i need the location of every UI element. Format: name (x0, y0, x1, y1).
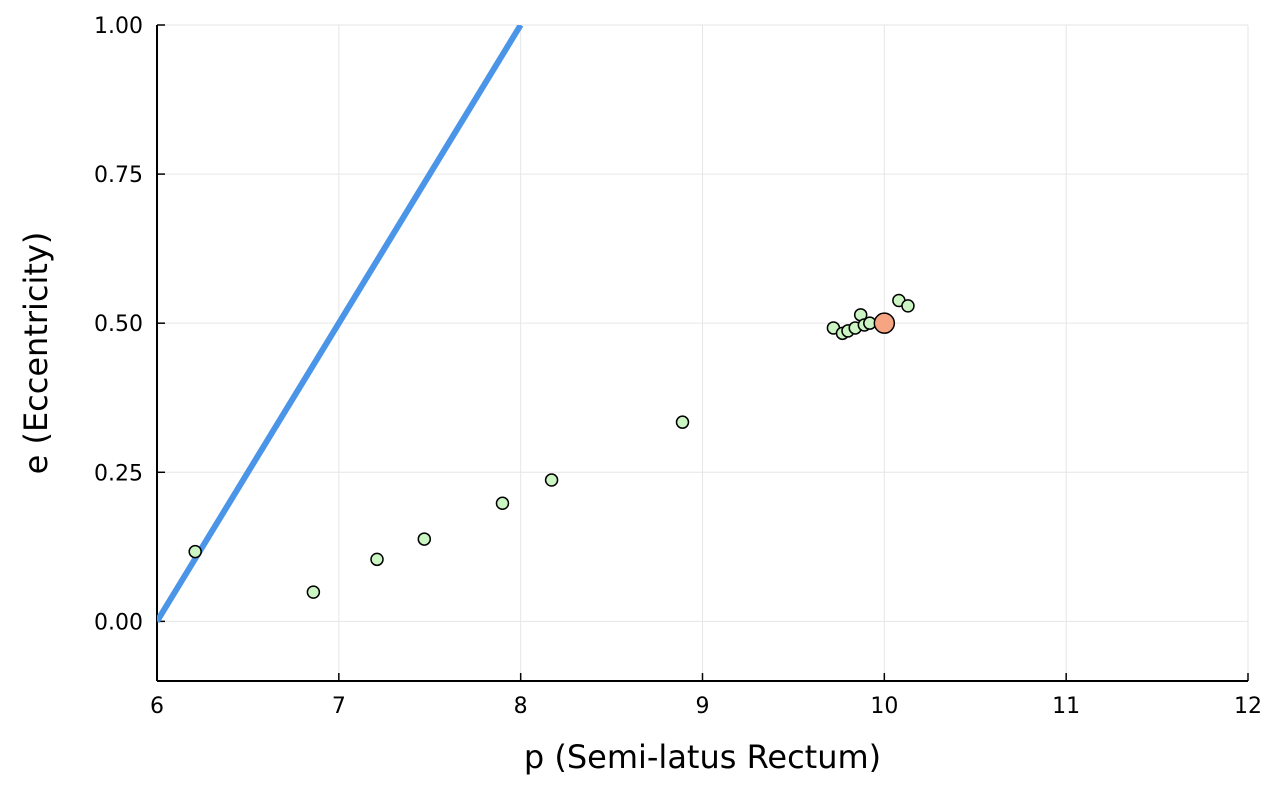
sample-point (370, 552, 384, 567)
x-tick-label: 8 (514, 694, 528, 719)
x-axis-title: p (Semi-latus Rectum) (524, 738, 881, 776)
target-point (873, 312, 896, 334)
separatrix-line-layer (157, 25, 524, 623)
sample-point (495, 496, 510, 511)
data-points (188, 293, 915, 599)
x-tick-label: 12 (1234, 694, 1262, 719)
grid (156, 24, 1249, 681)
sample-point (901, 299, 915, 313)
y-tick-label: 1.00 (94, 14, 143, 39)
sample-point (417, 532, 432, 546)
x-tick-label: 7 (332, 694, 346, 719)
separatrix-line (157, 25, 524, 623)
sample-point (306, 585, 321, 599)
plot-area (157, 25, 915, 623)
axes (156, 24, 1249, 682)
y-tick-label: 0.25 (94, 461, 143, 486)
y-axis-title: e (Eccentricity) (17, 232, 55, 475)
sample-point (544, 473, 559, 487)
x-tick-label: 9 (696, 694, 710, 719)
tick-labels: 6 7 8 9 10 11 12 0.00 0.25 0.50 0.75 1.00 (94, 14, 1262, 719)
y-tick-label: 0.75 (94, 163, 143, 188)
y-tick-label: 0.00 (94, 610, 143, 635)
x-tick-label: 10 (870, 694, 898, 719)
x-tick-label: 11 (1052, 694, 1080, 719)
y-tick-label: 0.50 (94, 312, 143, 337)
x-tick-label: 6 (150, 694, 164, 719)
sample-point (188, 544, 202, 559)
sample-point (675, 415, 690, 429)
